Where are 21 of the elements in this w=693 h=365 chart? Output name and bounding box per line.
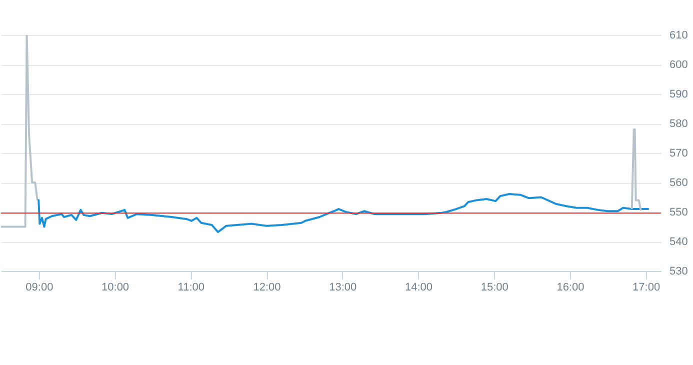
line-series xyxy=(630,128,642,212)
y-tick-label: 550 xyxy=(670,206,688,218)
line-series xyxy=(38,193,650,234)
y-tick-label: 530 xyxy=(670,266,688,278)
y-tick-label: 560 xyxy=(670,177,688,189)
y-tick-label: 600 xyxy=(670,59,688,71)
x-tick-label: 16:00 xyxy=(556,282,584,294)
y-tick-label: 610 xyxy=(670,30,688,42)
y-tick-label: 570 xyxy=(670,148,688,160)
y-tick-label: 590 xyxy=(670,88,688,100)
x-tick-label: 12:00 xyxy=(253,282,281,294)
x-tick-label: 09:00 xyxy=(26,282,54,294)
line-series xyxy=(1,35,38,228)
x-tick-label: 14:00 xyxy=(404,282,433,294)
y-tick-label: 540 xyxy=(670,236,688,248)
x-tick-label: 10:00 xyxy=(102,282,130,294)
y-tick-label: 580 xyxy=(670,118,688,130)
x-tick-label: 11:00 xyxy=(178,282,205,294)
x-tick-label: 17:00 xyxy=(632,282,660,294)
x-tick-label: 15:00 xyxy=(480,282,508,294)
x-tick-label: 13:00 xyxy=(329,282,357,294)
